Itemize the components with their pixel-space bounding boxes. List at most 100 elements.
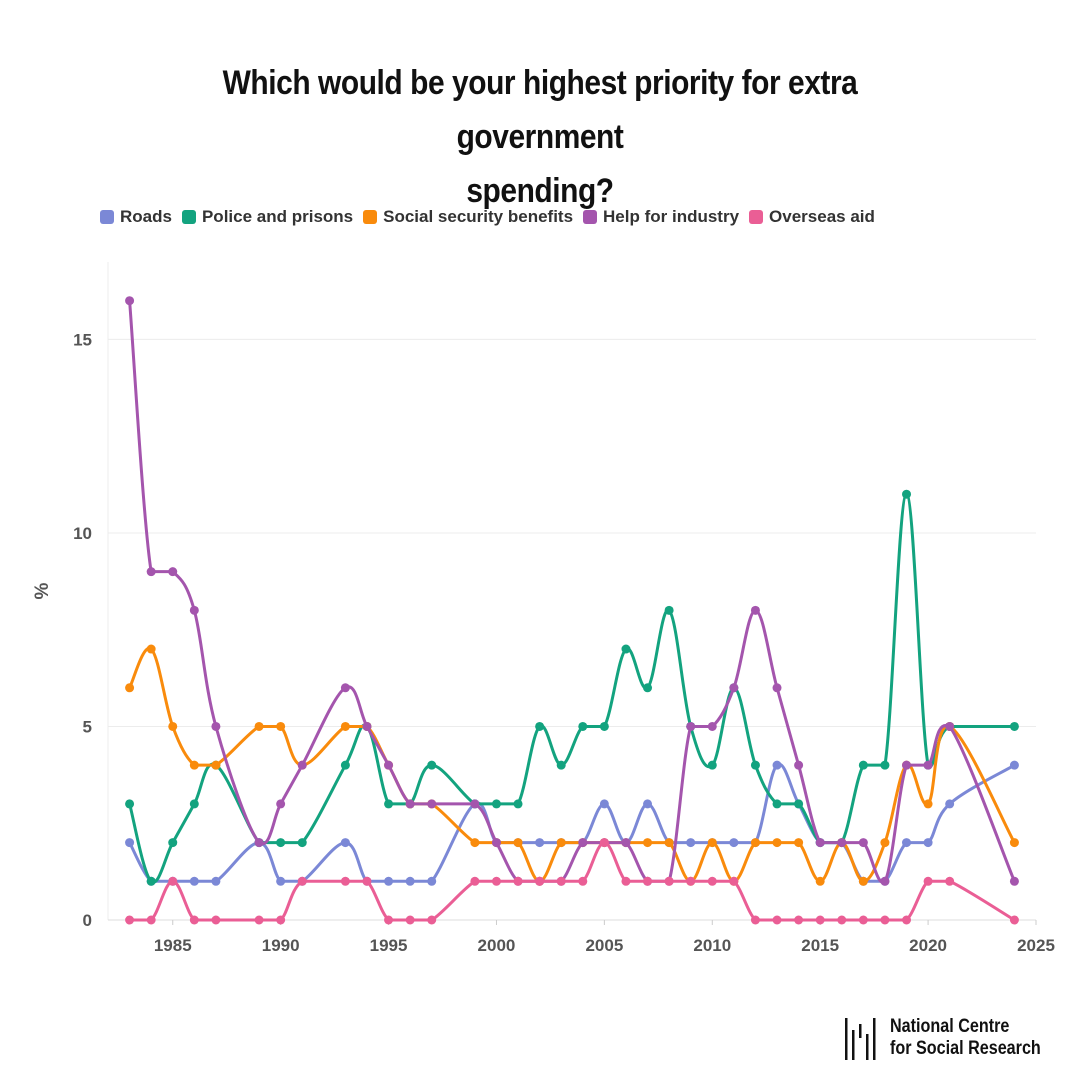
data-point-police-2024 <box>1009 721 1019 731</box>
y-axis-label: % <box>32 582 53 599</box>
data-point-social-1984 <box>146 644 156 654</box>
y-tick-label: 10 <box>73 524 92 543</box>
data-point-industry-1999 <box>470 799 480 809</box>
data-point-police-2006 <box>621 644 631 654</box>
data-point-aid-2015 <box>815 915 825 925</box>
chart-title-line-1: Which would be your highest priority for… <box>222 64 858 156</box>
data-point-roads-1993 <box>340 838 350 848</box>
data-point-aid-2004 <box>578 876 588 886</box>
data-point-social-1989 <box>254 721 264 731</box>
data-point-roads-1987 <box>211 876 221 886</box>
x-tick-label: 2000 <box>478 936 516 955</box>
data-point-roads-2024 <box>1009 760 1019 770</box>
legend-item-aid[interactable]: Overseas aid <box>749 207 875 227</box>
data-point-aid-1991 <box>297 876 307 886</box>
x-tick-label: 2015 <box>801 936 839 955</box>
data-point-roads-2005 <box>599 799 609 809</box>
data-point-police-1983 <box>125 799 135 809</box>
data-point-social-2012 <box>750 838 760 848</box>
data-point-aid-1999 <box>470 876 480 886</box>
data-point-roads-2021 <box>945 799 955 809</box>
data-point-social-1993 <box>340 721 350 731</box>
data-point-roads-2020 <box>923 838 933 848</box>
data-point-police-1993 <box>340 760 350 770</box>
data-point-aid-2018 <box>880 915 890 925</box>
ncsr-logo: National Centre for Social Research <box>844 1016 1067 1062</box>
data-point-industry-1985 <box>168 567 178 577</box>
data-point-aid-2000 <box>491 876 501 886</box>
data-point-aid-2011 <box>729 876 739 886</box>
data-point-aid-1983 <box>125 915 135 925</box>
data-point-police-2007 <box>643 683 653 693</box>
data-point-police-1986 <box>189 799 199 809</box>
data-point-industry-2024 <box>1009 876 1019 886</box>
data-point-police-2012 <box>750 760 760 770</box>
data-point-industry-1987 <box>211 721 221 731</box>
data-point-police-2001 <box>513 799 523 809</box>
data-point-aid-1987 <box>211 915 221 925</box>
data-point-social-1987 <box>211 760 221 770</box>
x-tick-label: 2025 <box>1017 936 1055 955</box>
data-point-roads-2011 <box>729 838 739 848</box>
data-point-industry-2014 <box>794 760 804 770</box>
series-line-industry <box>128 299 1016 884</box>
data-point-police-1985 <box>168 838 178 848</box>
data-point-roads-1990 <box>276 876 286 886</box>
x-tick-label: 1995 <box>370 936 408 955</box>
chart-legend: Roads Police and prisons Social security b… <box>100 202 980 232</box>
data-point-aid-2024 <box>1009 915 1019 925</box>
x-tick-label: 2005 <box>585 936 623 955</box>
data-point-industry-1995 <box>384 760 394 770</box>
data-point-social-1990 <box>276 721 286 731</box>
data-point-roads-2002 <box>535 838 545 848</box>
data-point-aid-1986 <box>189 915 199 925</box>
data-point-social-2010 <box>707 838 717 848</box>
legend-item-roads[interactable]: Roads <box>100 207 172 227</box>
data-point-industry-2019 <box>902 760 912 770</box>
legend-label-aid: Overseas aid <box>769 207 875 226</box>
data-point-social-2007 <box>643 838 653 848</box>
data-point-aid-2020 <box>923 876 933 886</box>
legend-item-police[interactable]: Police and prisons <box>181 207 354 227</box>
data-point-industry-2020 <box>923 760 933 770</box>
legend-swatch-aid <box>749 210 764 224</box>
data-point-aid-2008 <box>664 876 674 886</box>
data-point-aid-1984 <box>146 915 156 925</box>
legend-label-industry: Help for industry <box>603 207 740 226</box>
data-point-aid-1985 <box>168 876 178 886</box>
data-point-industry-2009 <box>686 721 696 731</box>
data-point-aid-2003 <box>556 876 566 886</box>
x-tick-label: 2010 <box>693 936 731 955</box>
data-point-police-1995 <box>384 799 394 809</box>
legend-swatch-social <box>363 210 378 224</box>
logo-line-1: National Centre <box>890 1016 1010 1037</box>
legend-item-industry[interactable]: Help for industry <box>583 207 739 227</box>
data-point-roads-1997 <box>427 876 437 886</box>
data-point-aid-1989 <box>254 915 264 925</box>
data-point-industry-1997 <box>427 799 437 809</box>
data-point-social-2018 <box>880 838 890 848</box>
data-point-roads-2019 <box>902 838 912 848</box>
legend-item-social[interactable]: Social security benefits <box>363 207 573 227</box>
y-tick-label: 0 <box>83 911 92 930</box>
data-point-social-2017 <box>858 876 868 886</box>
data-point-aid-2005 <box>599 838 609 848</box>
legend-label-police: Police and prisons <box>201 207 354 226</box>
data-point-industry-2010 <box>707 721 717 731</box>
data-point-industry-2021 <box>945 721 955 731</box>
legend-label-social: Social security benefits <box>383 207 574 226</box>
chart-title-line-2: spending? <box>466 172 614 210</box>
data-point-industry-1990 <box>276 799 286 809</box>
data-point-social-2003 <box>556 838 566 848</box>
data-point-industry-1994 <box>362 721 372 731</box>
data-point-aid-2007 <box>643 876 653 886</box>
legend-swatch-roads <box>100 210 114 224</box>
data-point-police-2019 <box>902 489 912 499</box>
data-point-police-2013 <box>772 799 782 809</box>
data-point-police-2017 <box>858 760 868 770</box>
data-point-aid-1996 <box>405 915 415 925</box>
data-point-police-2008 <box>664 605 674 615</box>
data-point-industry-1984 <box>146 567 156 577</box>
legend-label-roads: Roads <box>120 207 172 226</box>
data-point-social-1986 <box>189 760 199 770</box>
